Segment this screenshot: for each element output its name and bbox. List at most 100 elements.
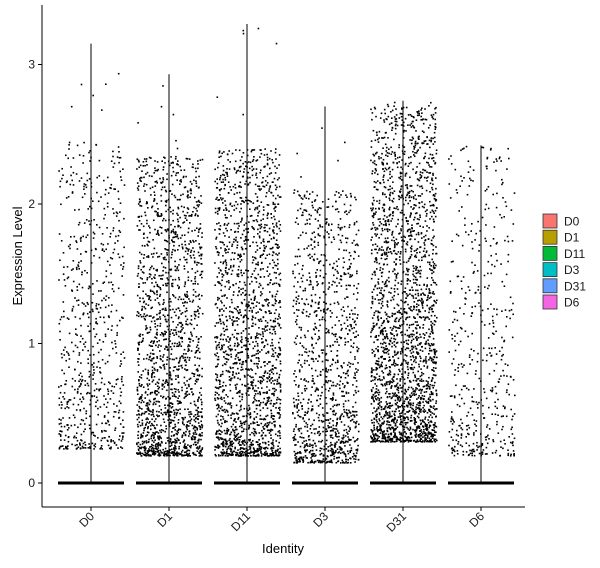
point: [164, 404, 166, 406]
point: [186, 219, 188, 221]
point: [260, 219, 262, 222]
point: [264, 226, 266, 229]
point: [105, 270, 108, 272]
point: [193, 433, 195, 435]
point: [80, 177, 83, 179]
point: [153, 401, 155, 404]
point: [201, 263, 203, 265]
point: [337, 432, 340, 434]
point: [302, 312, 304, 314]
point: [225, 209, 228, 211]
point: [245, 305, 247, 307]
point: [123, 246, 125, 249]
point: [88, 178, 91, 180]
point: [154, 169, 157, 172]
point: [226, 153, 229, 155]
point: [165, 271, 167, 274]
point: [217, 166, 219, 169]
point: [215, 354, 217, 357]
point: [278, 285, 281, 287]
point: [264, 361, 266, 363]
point: [200, 411, 203, 413]
point: [178, 381, 180, 384]
point: [191, 183, 193, 185]
point: [270, 409, 272, 412]
point: [171, 183, 174, 186]
point: [305, 387, 308, 390]
point: [307, 410, 309, 413]
point: [356, 346, 358, 348]
point: [122, 294, 125, 296]
point: [160, 232, 163, 234]
point: [328, 286, 331, 288]
point: [86, 312, 89, 315]
point: [104, 335, 107, 338]
point: [89, 446, 91, 448]
point: [300, 326, 303, 329]
point: [183, 423, 185, 426]
point: [240, 447, 242, 449]
point: [260, 376, 263, 378]
point: [332, 398, 334, 400]
point: [249, 387, 251, 390]
point: [232, 324, 234, 327]
point: [309, 276, 311, 279]
point: [218, 379, 220, 382]
point: [296, 405, 298, 408]
point: [77, 426, 79, 429]
point: [221, 241, 223, 243]
point: [154, 326, 157, 328]
point: [312, 288, 314, 290]
point: [143, 429, 145, 432]
point: [188, 357, 191, 359]
point: [271, 254, 274, 257]
point: [262, 240, 264, 242]
point: [321, 407, 324, 409]
point: [169, 449, 171, 451]
point: [139, 396, 141, 399]
point: [182, 298, 185, 301]
point: [173, 311, 176, 313]
point: [143, 237, 145, 239]
point: [354, 426, 357, 429]
point: [301, 392, 303, 394]
point: [188, 425, 190, 427]
point: [136, 314, 138, 317]
point: [271, 454, 274, 456]
point: [121, 380, 123, 383]
point: [266, 182, 269, 184]
point: [351, 242, 354, 244]
point: [277, 322, 279, 325]
point: [172, 453, 175, 456]
point: [264, 311, 267, 313]
point: [97, 407, 99, 410]
point: [353, 454, 356, 457]
point: [261, 331, 264, 333]
point: [194, 213, 197, 215]
point: [315, 387, 318, 389]
point: [102, 282, 104, 284]
point: [188, 243, 190, 245]
point: [58, 418, 61, 420]
point: [238, 291, 240, 293]
point: [230, 405, 233, 407]
point: [225, 307, 227, 309]
point: [162, 299, 165, 301]
point: [225, 440, 228, 443]
point: [301, 436, 303, 439]
point: [302, 346, 305, 349]
point: [136, 187, 139, 189]
point: [236, 434, 238, 436]
point: [188, 393, 191, 395]
point: [164, 219, 167, 222]
point: [143, 158, 146, 160]
point: [245, 447, 248, 450]
point: [351, 419, 353, 421]
point: [169, 206, 171, 209]
point: [247, 231, 249, 233]
point: [171, 342, 174, 345]
point: [230, 444, 232, 446]
point: [316, 194, 318, 197]
point: [272, 283, 274, 286]
point: [140, 215, 143, 218]
